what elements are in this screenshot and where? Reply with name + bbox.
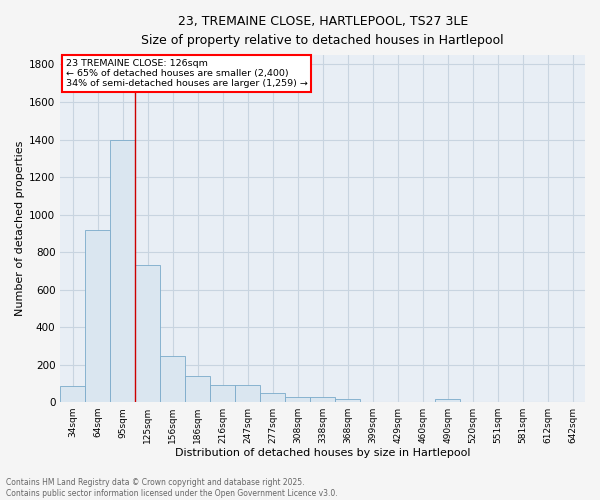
- Bar: [85, 230, 110, 402]
- Bar: [210, 385, 235, 402]
- Title: 23, TREMAINE CLOSE, HARTLEPOOL, TS27 3LE
Size of property relative to detached h: 23, TREMAINE CLOSE, HARTLEPOOL, TS27 3LE…: [142, 15, 504, 47]
- Bar: [110, 140, 135, 402]
- Bar: [135, 265, 160, 402]
- Y-axis label: Number of detached properties: Number of detached properties: [15, 141, 25, 316]
- Bar: [60, 386, 85, 402]
- Text: Contains HM Land Registry data © Crown copyright and database right 2025.
Contai: Contains HM Land Registry data © Crown c…: [6, 478, 338, 498]
- Bar: [285, 398, 310, 402]
- Bar: [235, 385, 260, 402]
- X-axis label: Distribution of detached houses by size in Hartlepool: Distribution of detached houses by size …: [175, 448, 470, 458]
- Bar: [160, 356, 185, 402]
- Bar: [185, 376, 210, 402]
- Text: 23 TREMAINE CLOSE: 126sqm
← 65% of detached houses are smaller (2,400)
34% of se: 23 TREMAINE CLOSE: 126sqm ← 65% of detac…: [65, 58, 307, 88]
- Bar: [335, 400, 360, 402]
- Bar: [310, 398, 335, 402]
- Bar: [435, 400, 460, 402]
- Bar: [260, 392, 285, 402]
